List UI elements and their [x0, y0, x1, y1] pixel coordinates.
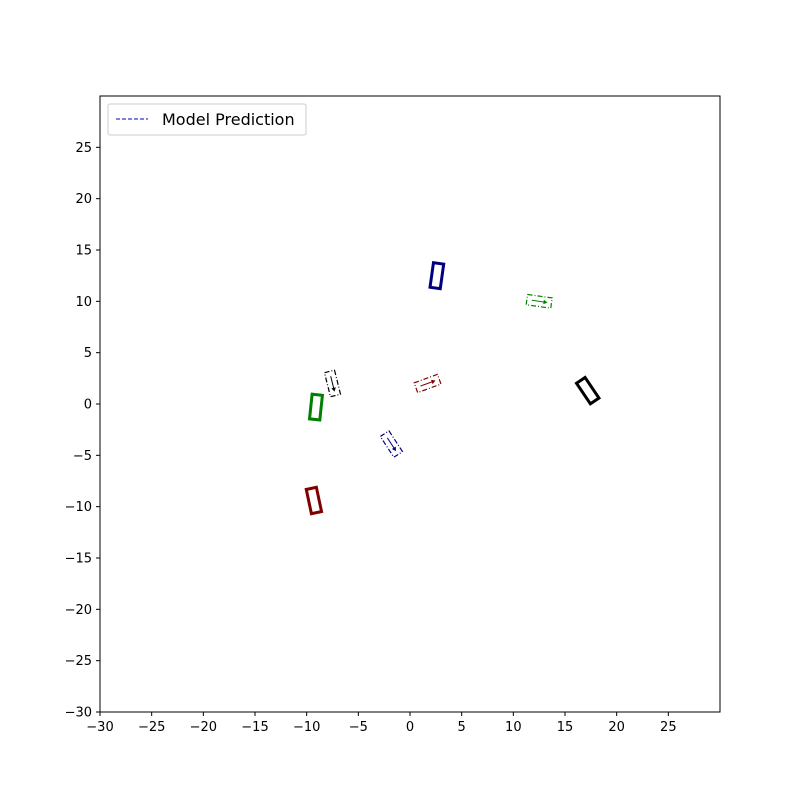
legend-box	[107, 103, 307, 136]
x-tick-label: 0	[406, 720, 414, 735]
y-tick-label: 15	[75, 244, 92, 259]
y-tick-label: −15	[65, 552, 92, 567]
vehicle-black-predicted-heading-line	[330, 376, 335, 389]
vehicle-red-actual-heading-arrow	[312, 504, 318, 509]
y-tick-label: −5	[73, 449, 92, 464]
vehicle-black-predicted	[323, 369, 342, 398]
x-tick-label: −15	[241, 720, 268, 735]
y-tick-label: 0	[84, 398, 92, 413]
plot-area	[100, 96, 720, 712]
vehicle-red-predicted-heading-arrow	[430, 379, 436, 385]
vehicle-red-predicted	[413, 373, 442, 394]
x-tick-label: 15	[557, 720, 574, 735]
vehicle-blue-predicted-heading-arrow	[391, 446, 396, 452]
vehicle-blue-predicted	[379, 429, 404, 459]
vehicle-blue-actual-outline	[428, 260, 446, 291]
vehicle-red-actual	[304, 485, 324, 516]
vehicle-black-predicted-outline	[323, 369, 342, 398]
vehicle-green-actual-heading-line	[314, 401, 318, 415]
x-tick-label: −30	[86, 720, 113, 735]
vehicle-black-predicted-heading-arrow	[331, 387, 336, 392]
y-tick-label: −25	[65, 654, 92, 669]
x-tick-label: 5	[458, 720, 466, 735]
vehicle-green-actual	[307, 392, 325, 422]
vehicle-black-actual-heading-arrow	[588, 393, 593, 398]
y-tick-label: −10	[65, 500, 92, 515]
vehicle-black-actual-outline	[574, 375, 602, 406]
vehicle-green-predicted	[525, 293, 553, 309]
y-tick-label: 5	[84, 346, 92, 361]
vehicle-blue-predicted-heading-line	[386, 437, 395, 449]
vehicle-green-actual-outline	[307, 392, 325, 422]
vehicle-green-predicted-outline	[525, 293, 553, 309]
x-tick-label: 10	[505, 720, 522, 735]
y-tick-label: 25	[75, 141, 92, 156]
x-tick-label: −20	[190, 720, 217, 735]
vehicle-marks	[304, 260, 602, 516]
vehicle-black-actual	[574, 375, 602, 406]
vehicle-blue-actual-heading-line	[435, 270, 439, 284]
y-tick-label: 20	[75, 192, 92, 207]
vehicle-green-predicted-heading-arrow	[543, 299, 548, 305]
vehicle-blue-predicted-outline	[379, 429, 404, 459]
x-tick-label: 25	[660, 720, 677, 735]
x-tick-label: 20	[608, 720, 625, 735]
vehicle-green-actual-heading-arrow	[314, 398, 319, 403]
legend: Model Prediction	[107, 103, 307, 136]
vehicle-red-actual-heading-line	[311, 493, 316, 506]
vehicle-green-predicted-heading-line	[531, 299, 545, 303]
y-tick-label: −20	[65, 603, 92, 618]
vehicle-black-actual-heading-line	[583, 384, 592, 396]
vehicle-blue-actual	[428, 260, 446, 291]
y-axis-ticks: −30 −25 −20 −15 −10 −5 0 5 10 15 20 25	[65, 141, 100, 721]
vehicle-red-predicted-heading-line	[420, 381, 433, 387]
y-tick-label: −30	[65, 706, 92, 721]
x-axis-ticks: −30 −25 −20 −15 −10 −5 0 5 10 15 20 25	[86, 712, 677, 735]
y-tick-label: 10	[75, 295, 92, 310]
x-tick-label: −10	[293, 720, 320, 735]
vehicle-red-predicted-outline	[413, 373, 442, 394]
vehicle-blue-actual-heading-arrow	[435, 267, 440, 272]
x-tick-label: −25	[138, 720, 165, 735]
x-tick-label: −5	[349, 720, 368, 735]
vehicle-red-actual-outline	[304, 485, 324, 516]
legend-label-model-prediction: Model Prediction	[162, 110, 295, 129]
